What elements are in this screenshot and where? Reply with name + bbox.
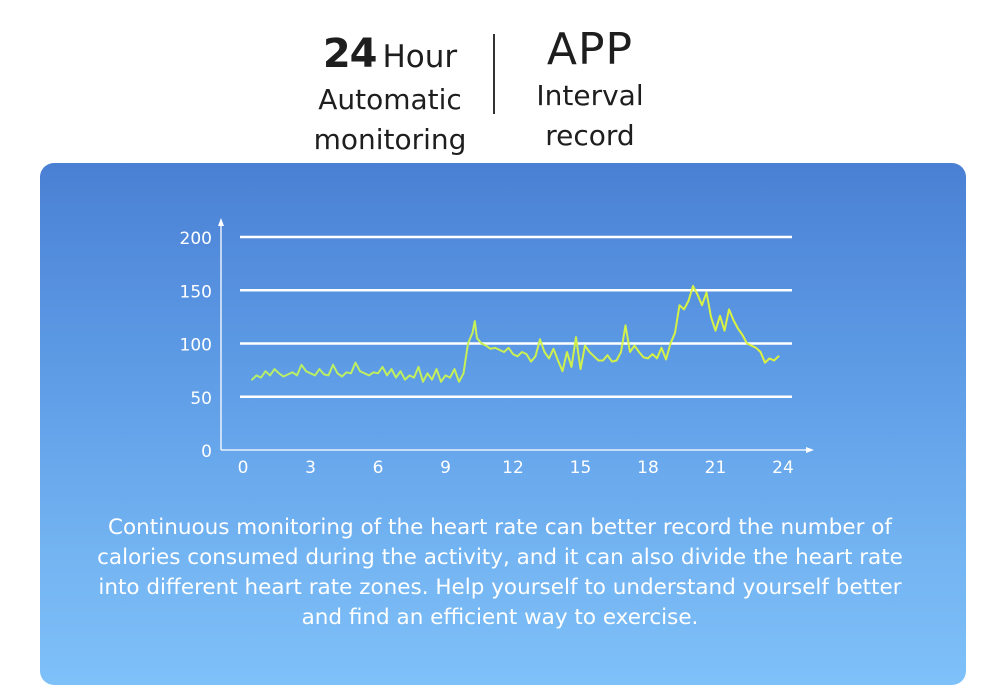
heart-rate-series-line [251,285,780,383]
x-tick-label-9: 9 [440,458,451,478]
chart-panel [40,163,966,685]
x-tick-label-0: 0 [238,458,249,478]
description-text: Continuous monitoring of the heart rate … [97,515,903,630]
y-axis-arrow-icon [218,218,224,226]
y-tick-label-50: 50 [190,389,212,409]
x-tick-label-6: 6 [373,458,384,478]
x-tick-label-12: 12 [502,458,524,478]
header: 24 Hour Automatic monitoring APP Interval… [0,0,1000,165]
x-axis-arrow-icon [806,447,814,453]
x-tick-label-15: 15 [570,458,592,478]
y-tick-label-0: 0 [201,442,212,462]
app-title: APP [546,24,634,75]
auto-line-1: Automatic [318,83,462,116]
auto-line-2: monitoring [313,123,467,156]
auto-monitoring-block: 24 Hour Automatic monitoring [300,28,480,160]
x-tick-label-18: 18 [637,458,659,478]
app-record-block: APP Interval record [510,24,670,156]
app-line-2: record [545,119,635,152]
app-line-1: Interval [536,79,644,112]
x-tick-label-21: 21 [705,458,727,478]
hour-unit: Hour [382,39,458,75]
y-tick-label-200: 200 [180,229,212,249]
hour-number: 24 [322,31,378,77]
x-tick-label-24: 24 [772,458,794,478]
y-tick-label-100: 100 [180,336,212,356]
x-tick-label-3: 3 [305,458,316,478]
app-heading: APP [510,24,670,76]
header-divider [493,34,495,114]
hour-heading: 24 Hour [300,28,480,80]
y-tick-label-150: 150 [180,282,212,302]
